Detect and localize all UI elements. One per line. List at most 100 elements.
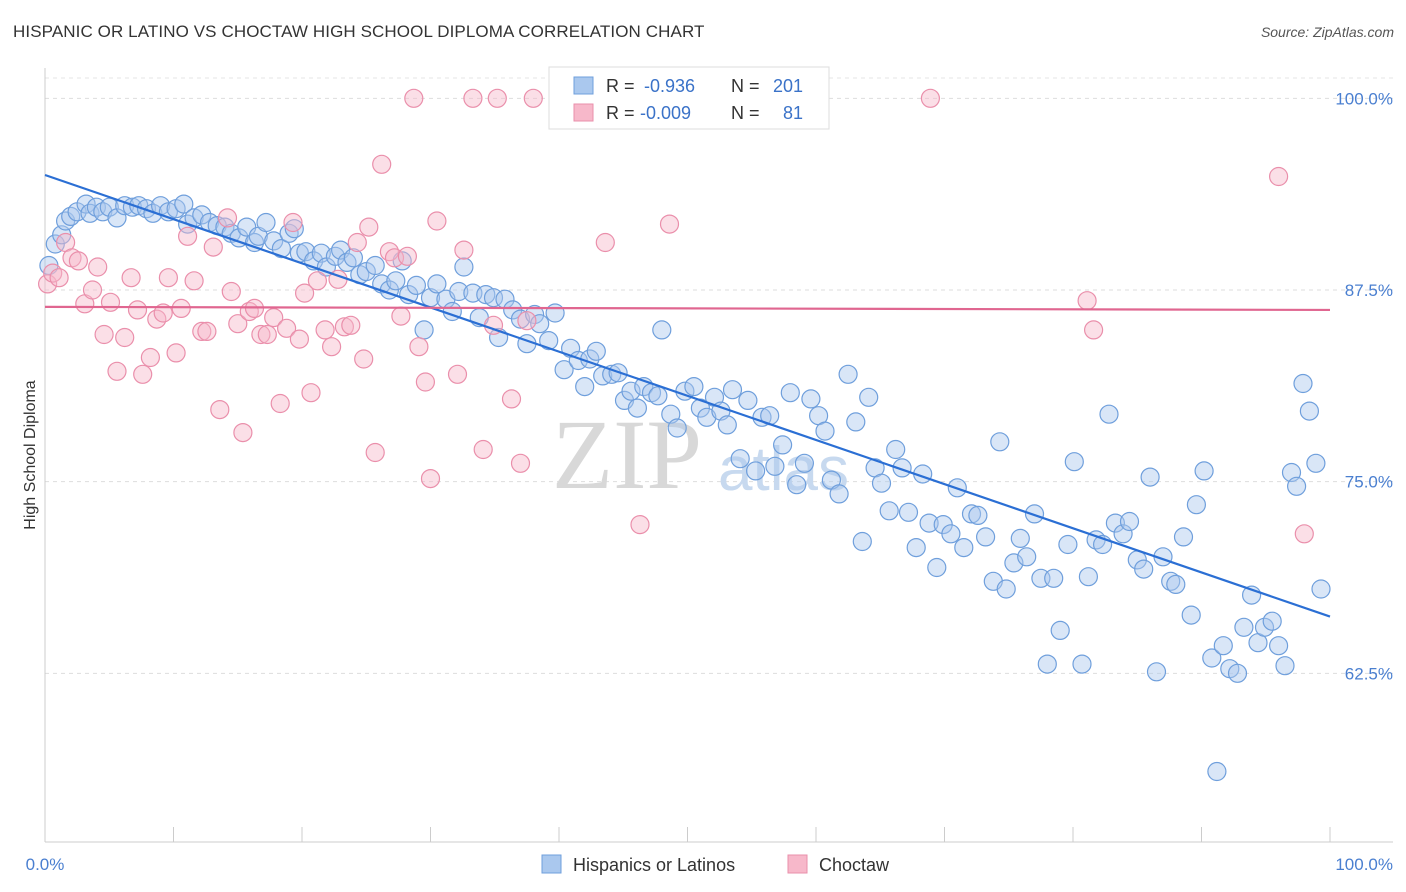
data-point — [343, 248, 363, 268]
data-point — [517, 311, 537, 331]
data-point — [1146, 662, 1167, 682]
data-point — [184, 271, 204, 291]
data-point — [107, 208, 127, 228]
data-point — [107, 361, 127, 381]
data-point — [264, 308, 284, 328]
watermark-zip: ZIP — [552, 399, 702, 510]
data-point — [602, 364, 622, 384]
data-point — [171, 298, 191, 318]
data-point — [454, 240, 474, 260]
stats-legend: R = -0.936 N = 201 R = -0.009 N = 81 — [548, 66, 830, 130]
data-point — [886, 439, 906, 460]
data-point — [372, 154, 392, 174]
legend-n-value-choctaw: 81 — [783, 103, 803, 123]
data-point — [49, 268, 69, 288]
data-point — [88, 257, 108, 277]
data-point — [449, 281, 469, 302]
data-point — [334, 317, 354, 337]
data-point — [1213, 636, 1233, 656]
data-point — [270, 393, 290, 414]
data-point — [1268, 636, 1289, 656]
data-point — [463, 88, 483, 108]
data-point — [920, 88, 941, 108]
data-point — [539, 331, 559, 351]
data-point — [1254, 617, 1275, 637]
data-point — [322, 337, 342, 357]
data-point — [794, 453, 815, 473]
data-point — [954, 537, 974, 558]
data-point — [233, 423, 253, 443]
legend-swatch-hispanic — [573, 76, 594, 95]
data-point — [627, 398, 648, 418]
data-point — [315, 320, 335, 340]
bottom-legend-label-choctaw: Choctaw — [819, 855, 890, 875]
data-point — [1293, 373, 1313, 394]
data-point — [284, 219, 304, 239]
data-point — [1105, 513, 1126, 533]
data-point — [203, 237, 223, 257]
data-point — [140, 347, 160, 368]
y-tick-label: 75.0% — [1345, 473, 1393, 492]
trend-line-choctaw — [44, 305, 1331, 312]
data-point — [524, 304, 545, 325]
data-point — [427, 211, 447, 231]
data-point — [1058, 534, 1078, 555]
data-point — [1299, 401, 1320, 421]
data-point — [1294, 524, 1314, 544]
data-point — [406, 275, 426, 295]
legend-swatch-choctaw — [573, 103, 594, 122]
data-point — [659, 214, 680, 234]
data-point — [801, 389, 821, 409]
data-point — [1099, 404, 1119, 424]
data-point — [1044, 568, 1064, 588]
data-point — [1050, 620, 1070, 641]
axes — [44, 68, 1393, 843]
data-point — [178, 226, 198, 246]
data-point — [271, 239, 291, 259]
data-point — [1202, 648, 1222, 668]
data-point — [379, 242, 399, 262]
data-point — [174, 194, 194, 214]
data-point — [1275, 656, 1295, 676]
data-point — [1311, 579, 1331, 599]
data-point — [545, 303, 565, 323]
data-point — [397, 246, 417, 266]
data-point — [927, 557, 947, 578]
legend-r-value-choctaw: -0.009 — [640, 103, 691, 123]
data-point — [121, 268, 141, 288]
trend-line-hispanic — [44, 173, 1331, 618]
data-point — [94, 324, 114, 345]
data-point — [415, 372, 435, 392]
data-point — [1186, 495, 1207, 515]
data-point — [354, 349, 374, 369]
legend-r-value-hispanic: -0.936 — [644, 76, 695, 96]
x-tick-label-min: 0.0% — [26, 855, 65, 874]
series-hispanic-points — [39, 194, 1331, 782]
data-point — [1119, 511, 1140, 532]
data-point — [501, 389, 522, 409]
data-point — [871, 473, 892, 493]
data-point — [251, 324, 271, 345]
bottom-legend-swatch-hispanic — [541, 854, 562, 874]
data-point — [684, 377, 704, 397]
data-point — [404, 88, 424, 108]
data-point — [1306, 453, 1326, 473]
data-point — [667, 418, 687, 438]
data-point — [420, 469, 441, 489]
data-point — [652, 320, 672, 340]
data-point — [221, 281, 241, 302]
data-point — [745, 461, 766, 481]
tick-labels: 100.0% 87.5% 75.0% 62.5% 0.0% 100.0% — [26, 89, 1393, 874]
data-point — [115, 327, 135, 348]
data-point — [510, 453, 531, 473]
data-point — [143, 203, 163, 223]
data-point — [586, 341, 606, 361]
data-point — [256, 212, 276, 233]
grid-lines — [45, 77, 1393, 674]
data-point — [127, 300, 148, 320]
data-point — [879, 501, 899, 521]
data-point — [1017, 547, 1037, 567]
data-point — [1181, 605, 1201, 625]
data-point — [473, 439, 493, 460]
data-point — [447, 364, 468, 384]
